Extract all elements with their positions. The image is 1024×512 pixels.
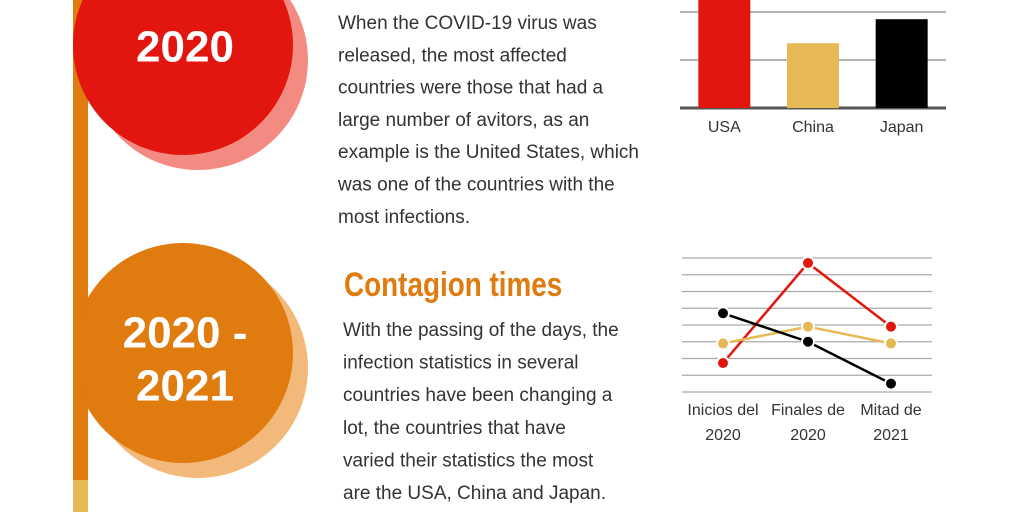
paragraph-line: varied their statistics the most (343, 450, 594, 471)
point (801, 334, 815, 349)
paragraph-line: was one of the countries with the (337, 175, 615, 196)
bar (698, 0, 751, 108)
paragraph-line: When the COVID-19 virus was (338, 13, 597, 34)
x-tick-label: USA (708, 119, 741, 136)
paragraph-line: lot, the countries that have (343, 418, 566, 439)
bar (875, 19, 928, 109)
point (801, 319, 815, 334)
paragraph-line: countries have been changing a (343, 385, 613, 406)
timeline-bar-end (73, 480, 88, 512)
heading: Contagion times (344, 265, 562, 303)
x-tick-label: Japan (880, 119, 924, 136)
paragraph-line: With the passing of the days, the (343, 320, 619, 341)
point (716, 336, 730, 351)
x-tick-label: China (792, 119, 834, 136)
year: 2020 - (123, 309, 248, 358)
paragraph-line: most infections. (338, 207, 470, 228)
point (716, 356, 730, 371)
paragraph-line: countries were those that had a (338, 78, 604, 99)
bar-chart (680, 0, 946, 110)
x-tick-label: Finales de (771, 402, 845, 419)
paragraph-line: large number of avitors, as an (338, 110, 589, 131)
paragraph-line: released, the most affected (338, 45, 567, 66)
point (716, 306, 730, 321)
x-tick-label: 2020 (705, 427, 741, 444)
x-tick-label: Mitad de (860, 402, 921, 419)
paragraph-line: are the USA, China and Japan. (343, 483, 606, 504)
circle (73, 0, 293, 155)
paragraph-line: infection statistics in several (343, 353, 579, 374)
circle (73, 243, 293, 463)
point (801, 256, 815, 271)
year: 2021 (136, 362, 234, 411)
point (884, 376, 898, 391)
year: 2020 (136, 23, 234, 72)
paragraph-line: example is the United States, which (338, 142, 639, 163)
bar (787, 43, 839, 109)
point (884, 319, 898, 334)
x-tick-label: 2021 (873, 427, 909, 444)
x-tick-label: Inicios del (687, 402, 758, 419)
x-tick-label: 2020 (790, 427, 826, 444)
point (884, 336, 898, 351)
